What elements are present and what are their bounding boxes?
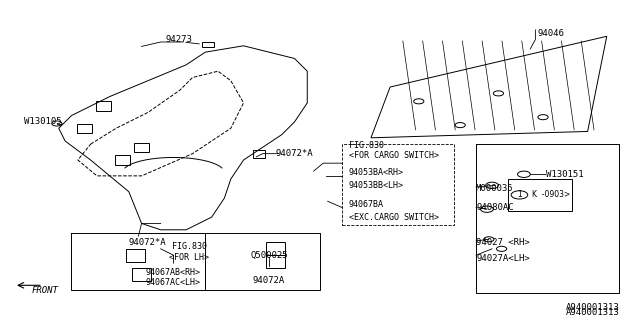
Text: <EXC.CARGO SWITCH>: <EXC.CARGO SWITCH>: [349, 212, 438, 222]
Bar: [508, 179, 572, 211]
Text: 94027 <RH>: 94027 <RH>: [476, 238, 530, 247]
Text: 94080AC: 94080AC: [476, 203, 514, 212]
Bar: [202, 42, 214, 47]
Text: M000035: M000035: [476, 184, 514, 193]
Bar: [266, 255, 285, 268]
Bar: [77, 124, 92, 133]
Text: W130105: W130105: [24, 117, 61, 126]
Text: 94067AB<RH>
94067AC<LH>: 94067AB<RH> 94067AC<LH>: [146, 268, 201, 287]
Text: A940001313: A940001313: [566, 308, 620, 317]
Text: 94067BA: 94067BA: [349, 200, 383, 209]
Text: Q500025: Q500025: [250, 251, 288, 260]
Text: K  -0903>: K -0903>: [532, 190, 570, 199]
Text: FRONT: FRONT: [31, 285, 58, 295]
Bar: [266, 243, 285, 255]
Bar: [253, 150, 264, 158]
Text: 94273: 94273: [166, 35, 193, 44]
Bar: [132, 268, 151, 281]
Text: 94072*A: 94072*A: [129, 238, 166, 247]
Text: 94027A<LH>: 94027A<LH>: [476, 254, 530, 263]
Bar: [342, 144, 454, 225]
Text: 94046: 94046: [537, 28, 564, 38]
Text: 94053BA<RH>: 94053BA<RH>: [349, 168, 404, 177]
Bar: [96, 101, 111, 111]
Text: 1: 1: [517, 190, 522, 199]
Bar: [115, 155, 130, 165]
Text: W130151: W130151: [546, 170, 584, 179]
Bar: [125, 249, 145, 261]
Text: A940001313: A940001313: [566, 303, 620, 312]
Text: FIG.830
<FOR CARGO SWITCH>: FIG.830 <FOR CARGO SWITCH>: [349, 141, 438, 160]
Text: 94072A: 94072A: [253, 276, 285, 285]
Text: 94053BB<LH>: 94053BB<LH>: [349, 181, 404, 190]
Bar: [134, 142, 149, 152]
Text: FIG.830
<FOR LH>: FIG.830 <FOR LH>: [170, 242, 209, 262]
Text: 94072*A: 94072*A: [275, 149, 313, 158]
